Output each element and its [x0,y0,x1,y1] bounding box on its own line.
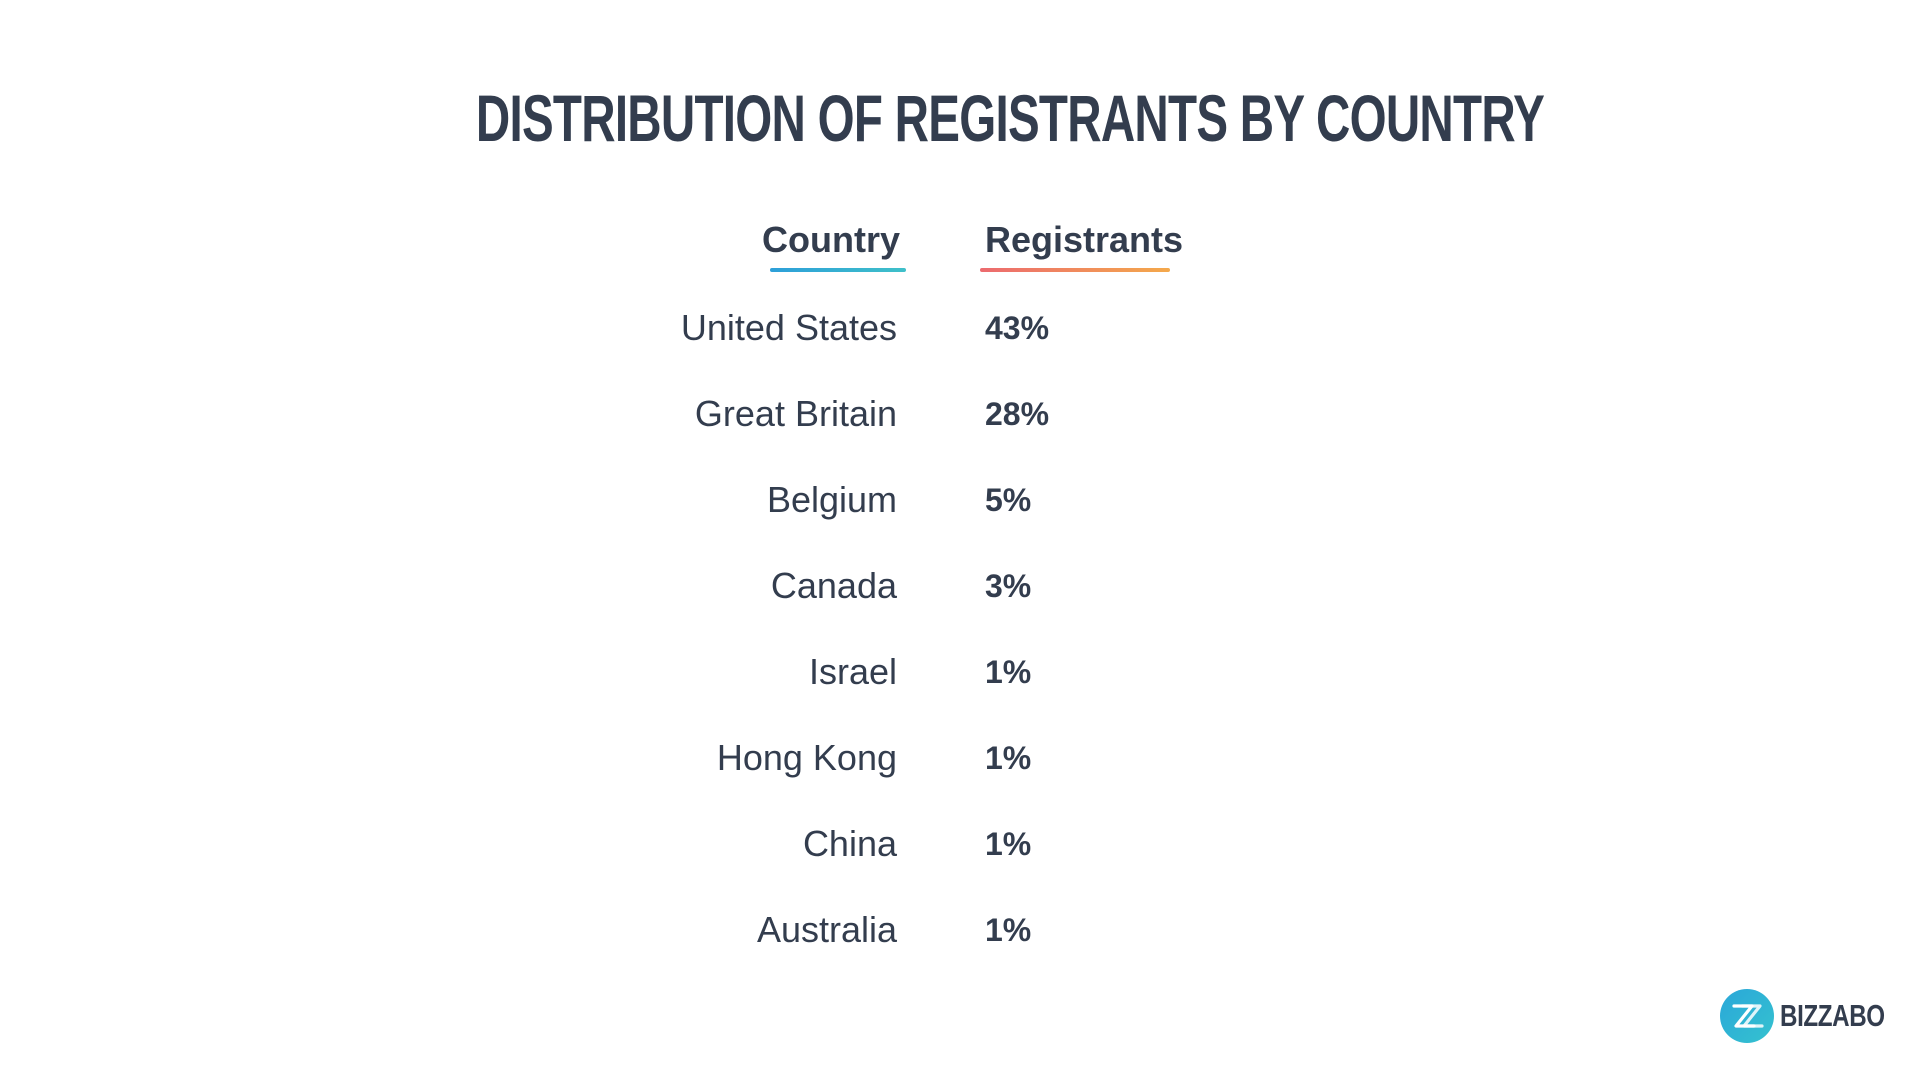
registrants-cell: 1% [985,912,1032,948]
bizzabo-logo: BIZZABO [1720,989,1890,1043]
country-header-underline [770,268,906,272]
country-cell: Australia [756,909,897,950]
country-cell: Belgium [766,479,897,520]
registrants-cell: 1% [985,654,1032,690]
country-cell: Great Britain [694,393,897,434]
column-header-country: Country [762,219,900,260]
table-row: Australia 1% [0,900,1920,960]
country-cell: Hong Kong [716,737,897,778]
table-row: Hong Kong 1% [0,728,1920,788]
table-row: Great Britain 28% [0,384,1920,444]
registrants-cell: 5% [985,482,1032,518]
registrants-cell: 3% [985,568,1032,604]
registrants-cell: 1% [985,740,1032,776]
registrants-header-underline [980,268,1170,272]
table-row: China 1% [0,814,1920,874]
country-cell: United States [680,307,897,348]
registrants-cell: 28% [985,396,1050,432]
country-cell: Israel [808,651,897,692]
bizzabo-z-logo-icon [1720,989,1774,1043]
table-row: Canada 3% [0,556,1920,616]
column-header-registrants: Registrants [985,219,1184,260]
table-row: Belgium 5% [0,470,1920,530]
registrants-cell: 1% [985,826,1032,862]
country-cell: Canada [770,565,897,606]
chart-title: DISTRIBUTION OF REGISTRANTS BY COUNTRY [475,81,1545,155]
table-row: Israel 1% [0,642,1920,702]
country-cell: China [802,823,897,864]
registrants-table: Country Registrants United States 43% Grea… [0,219,1920,960]
logo-text: BIZZABO [1780,998,1885,1033]
table-row: United States 43% [0,298,1920,358]
registrants-cell: 43% [985,310,1050,346]
